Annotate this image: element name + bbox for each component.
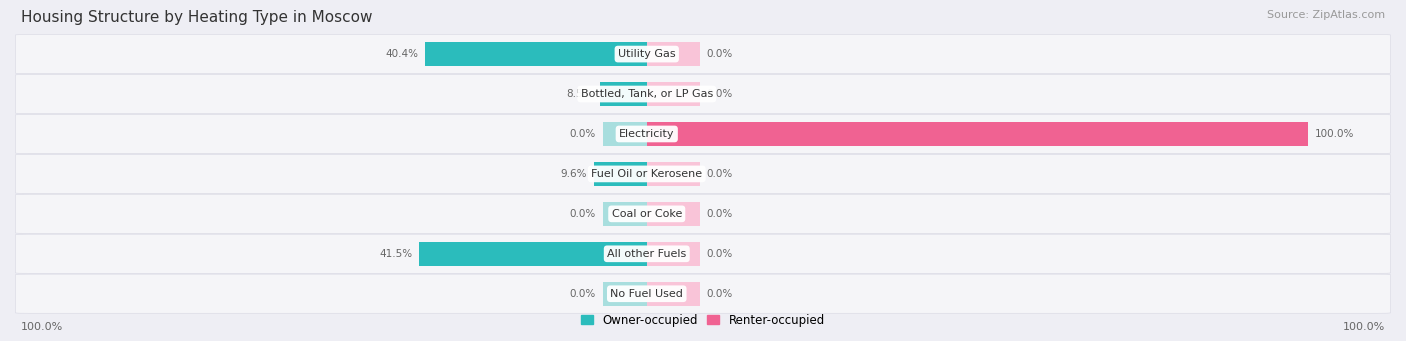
Text: 0.0%: 0.0% [707,209,733,219]
Text: 100.0%: 100.0% [1315,129,1354,139]
Text: Source: ZipAtlas.com: Source: ZipAtlas.com [1267,10,1385,20]
Bar [600,82,647,106]
Text: Coal or Coke: Coal or Coke [612,209,682,219]
FancyBboxPatch shape [15,234,1391,273]
FancyBboxPatch shape [15,34,1391,74]
FancyBboxPatch shape [15,114,1391,153]
Text: Electricity: Electricity [619,129,675,139]
Text: All other Fuels: All other Fuels [607,249,686,259]
Text: 100.0%: 100.0% [21,322,63,332]
FancyBboxPatch shape [15,154,1391,193]
Text: 8.5%: 8.5% [567,89,593,99]
Bar [603,282,647,306]
Text: 0.0%: 0.0% [707,249,733,259]
Bar [425,42,647,66]
FancyBboxPatch shape [15,274,1391,313]
Text: 0.0%: 0.0% [569,289,596,299]
Text: Housing Structure by Heating Type in Moscow: Housing Structure by Heating Type in Mos… [21,10,373,25]
Legend: Owner-occupied, Renter-occupied: Owner-occupied, Renter-occupied [576,309,830,332]
FancyBboxPatch shape [15,74,1391,114]
Text: 100.0%: 100.0% [1343,322,1385,332]
Text: 0.0%: 0.0% [569,209,596,219]
Text: Fuel Oil or Kerosene: Fuel Oil or Kerosene [591,169,703,179]
Text: 0.0%: 0.0% [707,289,733,299]
Text: 0.0%: 0.0% [707,89,733,99]
Bar [647,282,700,306]
Bar [647,82,700,106]
Bar [603,202,647,226]
FancyBboxPatch shape [15,194,1391,234]
Text: 0.0%: 0.0% [707,169,733,179]
Text: 0.0%: 0.0% [569,129,596,139]
Text: 41.5%: 41.5% [380,249,412,259]
Bar [419,242,647,266]
Text: 0.0%: 0.0% [707,49,733,59]
Text: 40.4%: 40.4% [385,49,418,59]
Bar [603,122,647,146]
Bar [595,162,647,186]
Text: No Fuel Used: No Fuel Used [610,289,683,299]
Bar [647,122,1308,146]
Text: 9.6%: 9.6% [561,169,588,179]
Bar [647,162,700,186]
Text: Utility Gas: Utility Gas [619,49,675,59]
Bar [647,242,700,266]
Text: Bottled, Tank, or LP Gas: Bottled, Tank, or LP Gas [581,89,713,99]
Bar [647,42,700,66]
Bar [647,202,700,226]
